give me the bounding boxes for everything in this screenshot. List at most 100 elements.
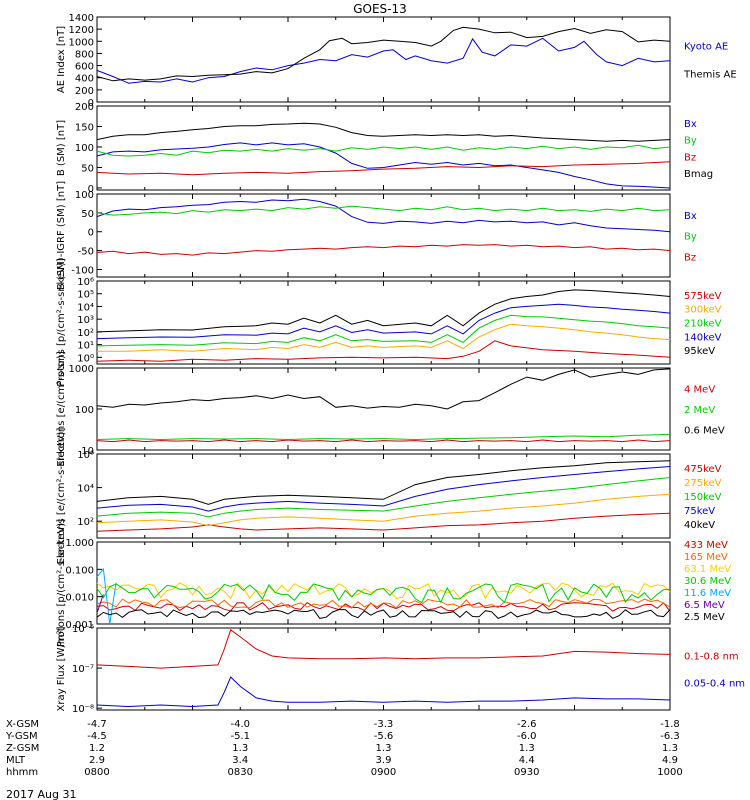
orbit-cell: 3.9 [376,755,392,766]
y-tick-label: 50 [81,209,94,220]
y-tick-label: 150 [75,122,94,133]
series-line [96,493,671,527]
series-line [96,144,671,157]
series-line [96,244,671,256]
series-line [96,628,671,669]
y-tick-label: 0.010 [65,593,94,604]
date-label: 2017 Aug 31 [6,788,76,800]
series-line [96,142,671,189]
orbit-row-label: X-GSM [6,719,39,730]
series-line [96,676,671,708]
orbit-row-label: Z-GSM [6,743,39,754]
series-line [96,205,671,216]
y-tick-label: 10² [77,517,94,528]
series-line [96,567,117,625]
orbit-cell: 1.2 [89,743,105,754]
panel-frame [96,627,671,711]
orbit-row-label: Y-GSM [5,731,38,742]
legend-label: 75keV [684,506,715,517]
legend-label: 210keV [684,319,722,330]
orbit-row-label: hhmm [6,767,38,778]
legend-label: 0.6 MeV [684,426,725,437]
legend-label: By [684,136,697,147]
panel-frame [96,367,671,451]
y-axis-label: Protons [p/(cm²-s-sr-keV)] [56,519,67,647]
y-tick-label: 10⁶ [77,277,94,288]
y-axis-label: Electrons [e/(cm²-s-sr-keV)] [56,427,67,564]
legend-label: 0.05-0.4 nm [684,679,745,690]
legend-label: 475keV [684,464,722,475]
series-line [96,594,104,614]
panel-2: 0 50 100 150 200 B (SM) [nT] Bx By Bz Bmag [56,102,713,195]
legend-label: 11.6 MeV [684,588,731,599]
orbit-cell: 1000 [657,767,682,778]
y-tick-label: 400 [75,74,94,85]
series-line [96,477,671,518]
panel-frame [96,453,671,539]
y-tick-label: 100 [75,143,94,154]
series-line [96,26,671,82]
orbit-cell: 0830 [228,767,253,778]
orbit-cell: -1.8 [660,719,680,730]
series-line [96,583,671,604]
orbit-cell: 2.9 [89,755,105,766]
series-line [96,598,671,609]
orbit-cell: 1.3 [662,743,678,754]
orbit-cell: 0930 [514,767,539,778]
y-tick-label: 0 [88,184,94,195]
legend-label: 433 MeV [684,540,728,551]
series-line [96,466,671,512]
y-tick-label: 10⁴ [77,484,94,495]
orbit-cell: -5.1 [230,731,250,742]
legend-label: 2 MeV [684,405,715,416]
series-line [96,314,671,347]
legend-label: 300keV [684,305,722,316]
series-line [96,122,671,142]
orbit-cell: 0800 [84,767,109,778]
legend-label: 4 MeV [684,385,715,396]
legend-label: 275keV [684,478,722,489]
y-tick-label: 1200 [69,25,94,36]
orbit-cell: -3.3 [374,719,394,730]
y-tick-label: 100 [75,190,94,201]
series-line [96,368,671,410]
y-tick-label: 1.000 [65,538,94,549]
y-tick-label: 800 [75,49,94,60]
panel-3: -100 -50 0 50 100 B (SM)-IGRF (SM) [nT] Bx By Bz [56,181,697,290]
orbit-cell: 1.3 [519,743,535,754]
legend-label: 40keV [684,520,715,531]
y-tick-label: 200 [75,86,94,97]
y-tick-label: 100 [75,405,94,416]
y-tick-label: 600 [75,62,94,73]
series-line [96,340,671,362]
y-tick-label: 10¹ [77,341,94,352]
orbit-cell: 4.9 [662,755,678,766]
series-line [96,609,671,619]
legend-label: Bz [684,152,696,163]
panel-6: 10² 10⁴ 10⁶ Electrons [e/(cm²-s-sr-keV)] 475… [56,427,722,564]
orbit-cell: 0900 [371,767,396,778]
panel-frame [96,16,671,103]
y-tick-label: -50 [78,247,94,258]
orbit-cell: -4.0 [230,719,250,730]
y-axis-label: B (SM)-IGRF (SM) [nT] [56,181,67,290]
orbit-cell: 1.3 [232,743,248,754]
orbit-cell: 1.3 [376,743,392,754]
y-tick-label: 10⁶ [77,450,94,461]
y-tick-label: 1400 [69,13,94,24]
orbit-cell: -5.6 [374,731,394,742]
series-line [96,37,671,84]
y-tick-label: 50 [81,163,94,174]
legend-label: Bmag [684,169,713,180]
y-tick-label: 10⁰ [77,353,94,364]
y-tick-label: 0 [88,228,94,239]
legend-label: By [684,232,697,243]
legend-label: Themis AE [683,70,737,81]
orbit-cell: 4.4 [519,755,535,766]
orbit-cell: -6.3 [660,731,680,742]
